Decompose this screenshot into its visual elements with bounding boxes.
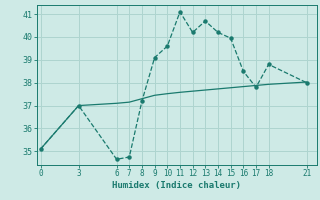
X-axis label: Humidex (Indice chaleur): Humidex (Indice chaleur)	[112, 181, 241, 190]
